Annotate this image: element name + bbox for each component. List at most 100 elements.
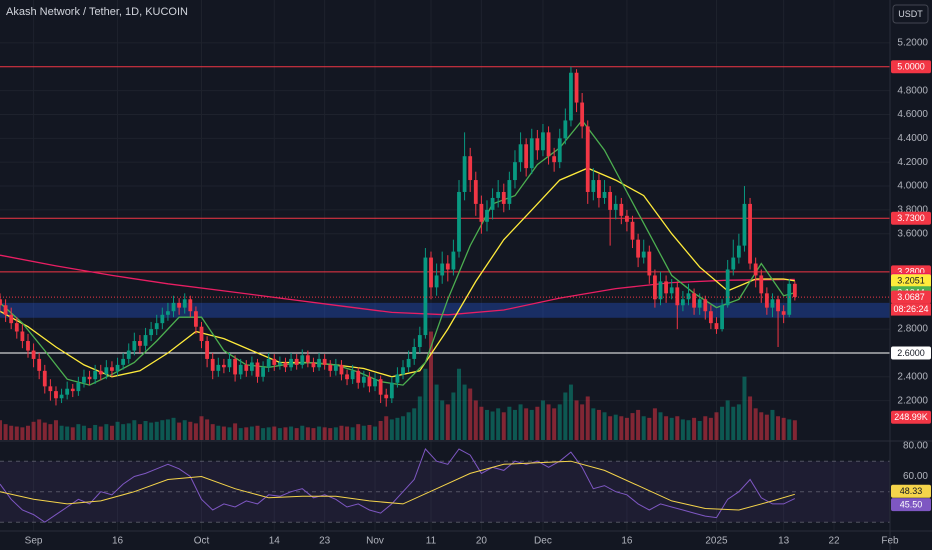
candle-body — [787, 283, 792, 315]
candle-body — [238, 364, 243, 375]
volume-bar — [647, 417, 652, 440]
candle-body — [93, 370, 98, 380]
rsi-tag-bg — [891, 498, 931, 512]
level-tag: 2.6000 — [897, 348, 925, 358]
volume-bar — [596, 409, 601, 440]
candle-body — [563, 120, 568, 139]
volume-bar — [0, 420, 2, 440]
candle-body — [451, 251, 456, 270]
candle-body — [720, 305, 724, 330]
volume-bar — [563, 392, 568, 440]
volume-bar — [412, 408, 417, 440]
candle-body — [552, 156, 557, 163]
candle-body — [0, 299, 2, 306]
candle-body — [485, 209, 489, 222]
volume-bar — [48, 424, 53, 440]
x-tick-label: 11 — [426, 536, 437, 547]
candle-body — [132, 341, 137, 351]
candle-body — [580, 102, 585, 127]
volume-bar — [317, 426, 322, 440]
candle-body — [664, 281, 669, 294]
volume-bar — [714, 412, 719, 440]
candle-body — [70, 388, 75, 392]
candle-body — [496, 191, 501, 198]
y-tick-label: 4.2000 — [897, 157, 928, 168]
volume-bar — [753, 408, 758, 440]
candle-body — [625, 215, 629, 222]
candle-body — [736, 245, 741, 258]
candle-body — [770, 299, 775, 308]
volume-bar — [367, 424, 372, 440]
volume-bar — [731, 406, 736, 440]
candle-body — [613, 203, 618, 210]
candle-body — [708, 311, 713, 324]
volume-bar — [333, 427, 338, 440]
candle-body — [401, 367, 405, 375]
y-tick-label: 5.2000 — [897, 38, 928, 49]
candle-body — [378, 379, 383, 395]
candle-body — [110, 367, 114, 371]
volume-bar — [305, 427, 310, 440]
volume-bar — [345, 426, 350, 440]
volume-bar — [143, 421, 148, 440]
volume-bar — [378, 421, 383, 440]
volume-bar — [742, 376, 747, 440]
volume-bar — [776, 416, 781, 440]
volume-bar — [266, 427, 271, 440]
candle-body — [541, 132, 545, 151]
candle-body — [266, 358, 271, 368]
candle-body — [182, 299, 187, 308]
volume-bar — [585, 396, 590, 440]
volume-bar — [149, 422, 154, 440]
level-tag: 5.0000 — [897, 62, 925, 72]
volume-bar — [199, 416, 204, 440]
candle-body — [468, 156, 473, 181]
candle-body — [546, 132, 551, 157]
volume-bar — [328, 428, 333, 440]
x-tick-label: Feb — [881, 536, 899, 547]
volume-bar — [479, 406, 484, 440]
volume-bar — [496, 408, 501, 440]
currency-button[interactable] — [892, 4, 929, 24]
volume-bar — [210, 424, 215, 440]
volume-bar — [669, 417, 674, 440]
rsi-ma-line — [0, 460, 795, 511]
candle-body — [781, 311, 786, 315]
volume-bar — [289, 426, 294, 440]
candle-body — [59, 394, 64, 399]
volume-bar — [244, 427, 249, 440]
volume-bar — [608, 416, 613, 440]
candle-body — [434, 275, 439, 288]
volume-bar — [283, 427, 288, 440]
volume-bar — [3, 424, 8, 440]
volume-bar — [512, 409, 517, 440]
volume-bar — [227, 427, 232, 440]
volume-bar — [456, 368, 461, 440]
volume-bar — [568, 384, 573, 440]
volume-bar — [395, 417, 400, 440]
x-tick-label: 16 — [112, 536, 124, 547]
volume-bar — [31, 421, 36, 440]
volume-bar — [641, 416, 646, 440]
candle-body — [569, 72, 573, 121]
candle-body — [703, 299, 708, 312]
volume-bar — [770, 409, 775, 440]
volume-bar — [53, 420, 58, 440]
volume-bar — [104, 424, 109, 440]
currency-label[interactable]: USDT — [898, 9, 923, 19]
volume-bar — [115, 421, 120, 440]
volume-bar — [417, 396, 422, 440]
candle-body — [602, 191, 607, 198]
candle-body — [210, 358, 215, 371]
candle-body — [535, 138, 540, 151]
candle-body — [138, 341, 142, 346]
x-tick-label: Sep — [25, 536, 43, 547]
volume-bar — [736, 404, 741, 440]
candle-body — [65, 388, 70, 395]
candle-body — [630, 221, 635, 240]
volume-bar — [557, 404, 562, 440]
volume-bar — [121, 424, 126, 440]
candle-body — [753, 263, 758, 276]
candle-body — [417, 335, 422, 347]
